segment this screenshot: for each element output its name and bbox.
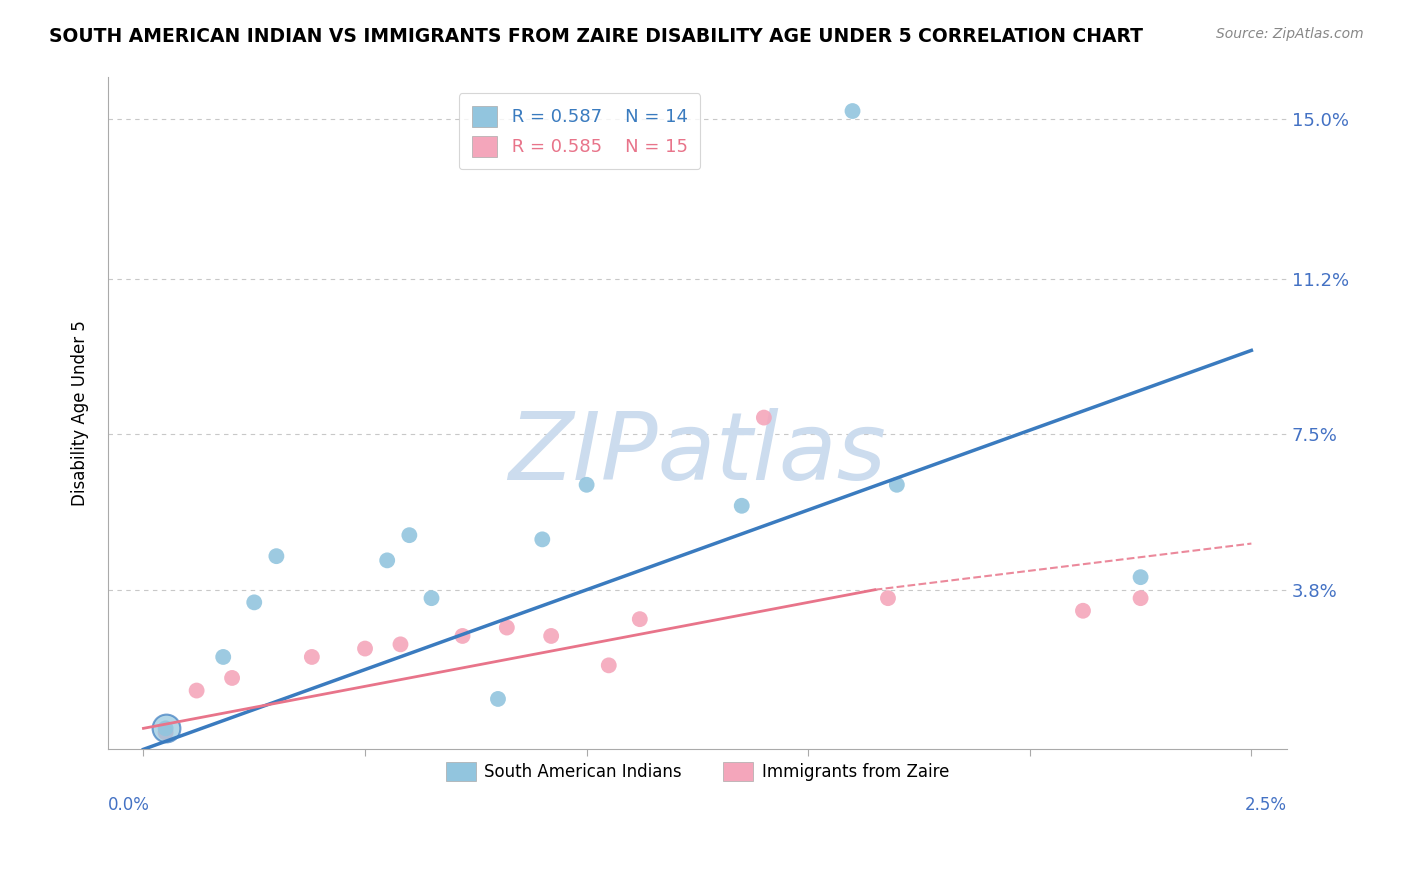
Point	[375, 553, 398, 567]
Point	[212, 649, 235, 664]
Point	[531, 533, 554, 547]
Point	[155, 725, 177, 739]
Y-axis label: Disability Age Under 5: Disability Age Under 5	[72, 320, 89, 507]
Point	[628, 612, 651, 626]
Point	[398, 528, 420, 542]
Point	[186, 683, 208, 698]
Point	[451, 629, 474, 643]
Point	[243, 595, 266, 609]
Point	[354, 641, 377, 656]
Text: ZIPatlas: ZIPatlas	[509, 409, 886, 500]
Point	[752, 410, 775, 425]
Point	[575, 477, 598, 491]
Point	[841, 103, 863, 118]
Point	[1129, 570, 1152, 584]
Point	[877, 591, 900, 606]
Legend: South American Indians, Immigrants from Zaire: South American Indians, Immigrants from …	[439, 756, 956, 788]
Point	[731, 499, 754, 513]
Point	[155, 722, 177, 736]
Point	[1071, 604, 1094, 618]
Point	[1129, 591, 1152, 606]
Point	[886, 477, 908, 491]
Text: Source: ZipAtlas.com: Source: ZipAtlas.com	[1216, 27, 1364, 41]
Text: 0.0%: 0.0%	[108, 796, 150, 814]
Point	[598, 658, 620, 673]
Point	[389, 637, 412, 651]
Point	[155, 722, 177, 736]
Point	[301, 649, 323, 664]
Text: 2.5%: 2.5%	[1244, 796, 1286, 814]
Point	[266, 549, 288, 564]
Point	[540, 629, 562, 643]
Point	[221, 671, 243, 685]
Point	[495, 621, 517, 635]
Text: SOUTH AMERICAN INDIAN VS IMMIGRANTS FROM ZAIRE DISABILITY AGE UNDER 5 CORRELATIO: SOUTH AMERICAN INDIAN VS IMMIGRANTS FROM…	[49, 27, 1143, 45]
Point	[486, 692, 509, 706]
Point	[420, 591, 443, 606]
